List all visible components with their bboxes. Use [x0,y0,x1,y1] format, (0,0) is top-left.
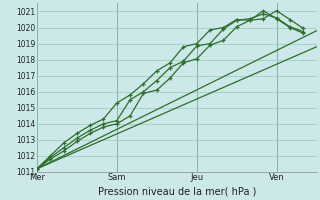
X-axis label: Pression niveau de la mer( hPa ): Pression niveau de la mer( hPa ) [98,187,256,197]
